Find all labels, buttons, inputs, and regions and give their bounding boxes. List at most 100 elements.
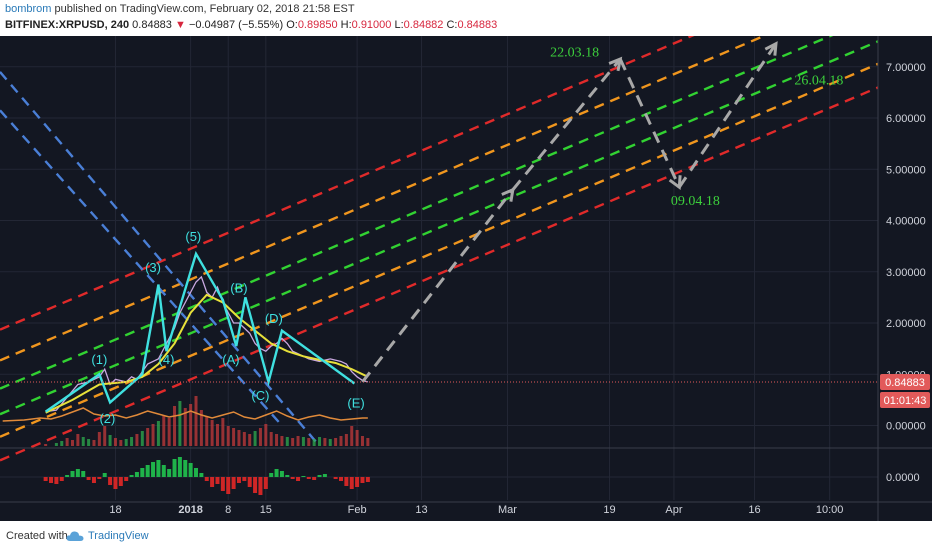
oscillator-tick-label: 0.0000	[886, 472, 920, 484]
chart-labels: 0.84883 01:01:43	[0, 373, 930, 408]
volume-bar	[366, 438, 370, 446]
volume-bar	[232, 428, 236, 446]
chart-background	[0, 36, 932, 521]
close-value: 0.84883	[457, 19, 498, 31]
volume-bar	[215, 424, 219, 446]
author-link[interactable]: bombrom	[5, 3, 52, 15]
volume-bar	[301, 437, 305, 446]
oscillator-bar	[102, 473, 107, 477]
oscillator-bar	[91, 477, 96, 483]
volume-bar	[296, 436, 300, 446]
channel-line-green	[0, 36, 834, 390]
volume-bar	[269, 432, 273, 446]
price-chart[interactable]: (1) (2) (3) (4) (5) (A) (B) (C) (D) (E) 22.03.18 0…	[0, 36, 932, 521]
projection-path: 22.03.18 09.04.18 26.04.18	[361, 41, 843, 383]
x-tick-label: Mar	[498, 504, 517, 516]
oscillator-bar	[177, 457, 182, 477]
chart-axes: 7.00000 6.00000 5.00000 4.00000 3.00000 2.000…	[0, 36, 932, 521]
volume-bar	[65, 438, 69, 446]
descending-blue-line	[0, 109, 283, 427]
volume-bar	[237, 430, 241, 446]
orange-indicator-line	[2, 407, 368, 422]
volume-bar	[81, 437, 85, 446]
volume-bar	[210, 420, 214, 446]
projection-date-label: 22.03.18	[550, 46, 599, 61]
down-triangle-icon: ▼	[174, 19, 186, 31]
volume-bar	[199, 410, 203, 446]
channel-line-red	[0, 86, 879, 462]
x-tick-label: Feb	[348, 504, 367, 516]
wave-label: (E)	[347, 396, 364, 411]
oscillator-bar	[349, 477, 354, 489]
oscillator-bar	[194, 468, 199, 477]
wave-label: (B)	[230, 280, 247, 295]
oscillator-bar	[242, 477, 247, 481]
tradingview-cloud-icon	[66, 531, 84, 541]
x-tick-label: 15	[260, 504, 272, 516]
oscillator-bar	[279, 471, 284, 477]
oscillator-bar	[59, 477, 64, 481]
wave-label: (C)	[251, 388, 269, 403]
volume-bar	[312, 439, 316, 446]
volume-bar	[264, 424, 268, 446]
oscillator-bar	[204, 477, 209, 481]
open-label: O:	[286, 19, 298, 31]
oscillator-bar	[365, 477, 370, 482]
open-value: 0.89850	[297, 19, 338, 31]
oscillator-bar	[301, 476, 306, 477]
y-tick-label: 2.00000	[886, 318, 926, 330]
tradingview-link[interactable]: TradingView	[88, 530, 149, 542]
projection-segment	[618, 58, 681, 188]
channel-line-orange	[0, 36, 767, 362]
x-tick-label: 13	[415, 504, 427, 516]
volume-bar	[323, 438, 327, 446]
oscillator-bar	[355, 477, 360, 487]
volume-bar	[103, 426, 107, 446]
descending-blue-line	[0, 71, 321, 447]
volume-bar	[60, 441, 64, 446]
x-tick-label: 10:00	[816, 504, 844, 516]
x-tick-label: Apr	[665, 504, 682, 516]
volume-bar	[76, 434, 80, 446]
projection-segment	[678, 42, 778, 189]
x-tick-label: 16	[748, 504, 760, 516]
oscillator-bar	[86, 477, 91, 480]
volume-bar	[360, 436, 364, 446]
last-price-badge-text: 0.84883	[885, 377, 925, 389]
wave-label: (5)	[185, 229, 201, 244]
oscillator-bar	[274, 469, 279, 477]
oscillator-bar	[290, 477, 295, 479]
oscillator-bar	[140, 468, 145, 477]
volume-bar	[328, 439, 332, 446]
volume-bar	[130, 437, 134, 446]
volume-bar	[285, 437, 289, 446]
volume-bar	[44, 444, 48, 446]
countdown-badge	[880, 391, 930, 408]
oscillator-bar	[344, 477, 349, 486]
oscillator-bar	[269, 473, 274, 477]
oscillator-bar	[108, 477, 113, 485]
y-tick-label: 4.00000	[886, 216, 926, 228]
oscillator-bar	[188, 463, 193, 477]
volume-bar	[183, 408, 187, 446]
projection-date-label: 09.04.18	[671, 194, 720, 209]
volume-bar	[119, 440, 123, 446]
oscillator-bar	[247, 477, 252, 487]
volume-bar	[355, 430, 359, 446]
created-with-text: Created with	[6, 530, 68, 542]
oscillator-bar	[317, 475, 322, 477]
oscillator-bar	[65, 475, 70, 477]
volume-bar	[291, 438, 295, 446]
volume-bar	[350, 426, 354, 446]
volume-bar	[248, 434, 252, 446]
oscillator-bar	[258, 477, 263, 495]
oscillator-bar	[306, 477, 311, 479]
volume-bar	[258, 428, 262, 446]
volume-bar	[280, 436, 284, 446]
x-tick-label: 2018	[178, 504, 202, 516]
volume-bar	[54, 443, 58, 446]
wave-label: (D)	[265, 311, 283, 326]
low-value: 0.84882	[403, 19, 444, 31]
orange-indicator	[2, 407, 368, 422]
high-label: H:	[340, 19, 352, 31]
